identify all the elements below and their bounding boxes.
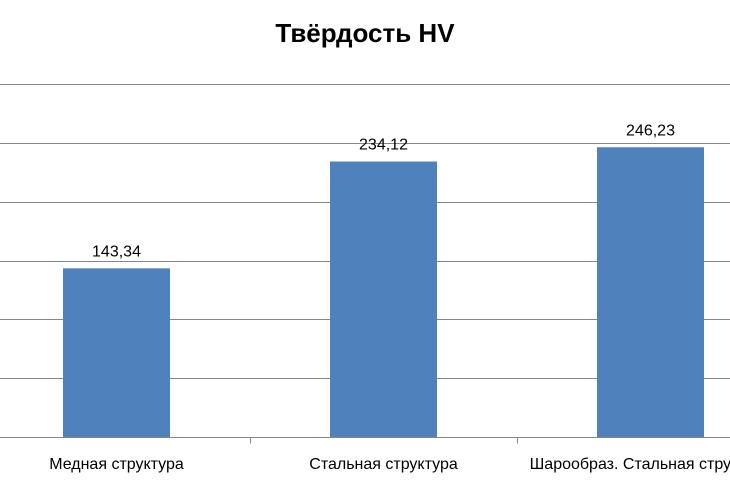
data-label: 234,12 (359, 137, 408, 154)
bar (330, 161, 437, 437)
bar (63, 268, 170, 437)
x-tick-label: Стальная структура (309, 456, 458, 473)
data-label: 143,34 (92, 243, 141, 260)
chart-title: Твёрдость HV (275, 18, 455, 48)
x-tick-label: Медная структура (49, 456, 184, 473)
bar (597, 147, 704, 438)
data-label: 246,23 (626, 122, 675, 139)
x-tick-label: Шарообраз. Стальная структура (530, 456, 730, 473)
